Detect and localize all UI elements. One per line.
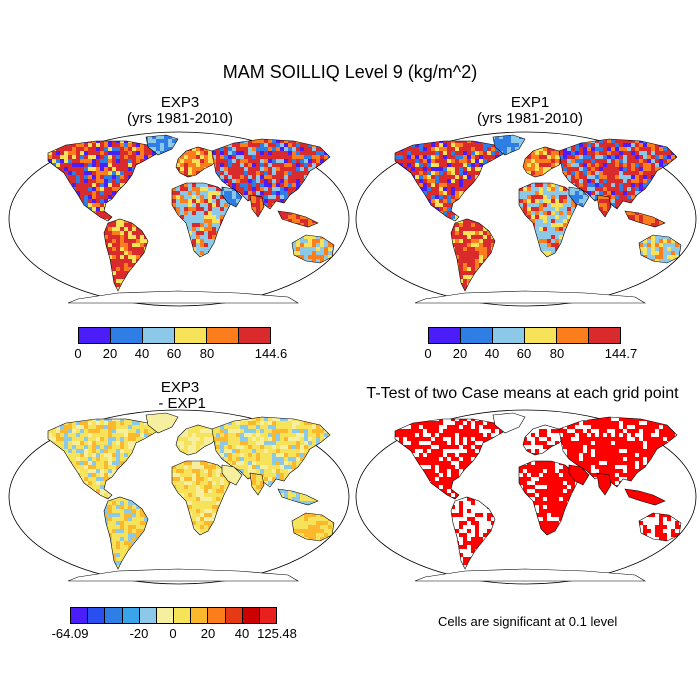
significance-note: Cells are significant at 0.1 level xyxy=(438,614,617,629)
panel-title-exp3-line2: (yrs 1981-2010) xyxy=(60,111,300,127)
tick-exp3-4: 80 xyxy=(200,346,214,361)
colorbar-swatch xyxy=(105,608,122,623)
colorbar-swatch xyxy=(589,328,620,343)
panel-title-diff: EXP3 - EXP1 xyxy=(60,380,300,412)
tick-exp3-2: 40 xyxy=(135,346,149,361)
colorbar-swatch xyxy=(461,328,493,343)
colorbar-swatch xyxy=(243,608,260,623)
map-diff xyxy=(8,409,350,585)
panel-title-diff-line1: EXP3 xyxy=(60,380,300,396)
tick-exp1-2: 40 xyxy=(485,346,499,361)
tick-exp1-3: 60 xyxy=(517,346,531,361)
tick-exp3-0: 0 xyxy=(74,346,81,361)
map-exp1 xyxy=(355,131,697,307)
tick-exp1-5: 144.7 xyxy=(605,346,638,361)
colorbar-swatch xyxy=(111,328,143,343)
colorbar-swatch xyxy=(71,608,88,623)
colorbar-swatch xyxy=(525,328,557,343)
colorbar-swatch xyxy=(174,608,191,623)
tick-exp1-1: 20 xyxy=(453,346,467,361)
colorbar-exp1 xyxy=(428,327,621,344)
tick-diff-2: 0 xyxy=(169,626,176,641)
tick-diff-0: -64.09 xyxy=(52,626,89,641)
colorbar-swatch xyxy=(191,608,208,623)
tick-exp3-5: 144.6 xyxy=(255,346,288,361)
tick-exp1-4: 80 xyxy=(550,346,564,361)
colorbar-swatch xyxy=(143,328,175,343)
tick-exp3-3: 60 xyxy=(167,346,181,361)
colorbar-swatch xyxy=(123,608,140,623)
colorbar-swatch xyxy=(157,608,174,623)
tick-diff-5: 125.48 xyxy=(257,626,297,641)
panel-title-exp1: EXP1 (yrs 1981-2010) xyxy=(410,95,650,127)
tick-exp3-1: 20 xyxy=(103,346,117,361)
tick-exp1-0: 0 xyxy=(424,346,431,361)
colorbar-swatch xyxy=(493,328,525,343)
colorbar-swatch xyxy=(226,608,243,623)
panel-title-ttest-line1: T-Test of two Case means at each grid po… xyxy=(345,386,700,402)
colorbar-swatch xyxy=(88,608,105,623)
tick-diff-4: 40 xyxy=(235,626,249,641)
colorbar-swatch xyxy=(239,328,270,343)
map-exp3 xyxy=(8,131,350,307)
map-ttest xyxy=(355,409,697,585)
tick-diff-3: 20 xyxy=(201,626,215,641)
panel-title-exp1-line2: (yrs 1981-2010) xyxy=(410,111,650,127)
panel-title-exp1-line1: EXP1 xyxy=(410,95,650,111)
colorbar-swatch xyxy=(207,328,239,343)
figure-title: MAM SOILLIQ Level 9 (kg/m^2) xyxy=(0,62,700,83)
panel-title-exp3: EXP3 (yrs 1981-2010) xyxy=(60,95,300,127)
colorbar-exp3 xyxy=(78,327,271,344)
tick-diff-1: -20 xyxy=(130,626,149,641)
colorbar-swatch xyxy=(140,608,157,623)
colorbar-diff xyxy=(70,607,277,624)
colorbar-swatch xyxy=(260,608,276,623)
panel-title-ttest: T-Test of two Case means at each grid po… xyxy=(345,386,700,402)
colorbar-swatch xyxy=(557,328,589,343)
colorbar-swatch xyxy=(79,328,111,343)
colorbar-swatch xyxy=(429,328,461,343)
colorbar-swatch xyxy=(175,328,207,343)
panel-title-exp3-line1: EXP3 xyxy=(60,95,300,111)
colorbar-swatch xyxy=(208,608,225,623)
